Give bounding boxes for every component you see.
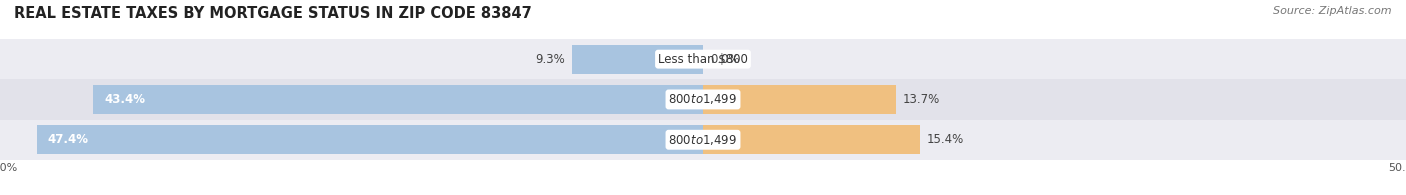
Text: REAL ESTATE TAXES BY MORTGAGE STATUS IN ZIP CODE 83847: REAL ESTATE TAXES BY MORTGAGE STATUS IN … — [14, 6, 531, 21]
Bar — [0, 39, 1406, 79]
Bar — [0, 79, 1406, 120]
Bar — [93, 85, 703, 114]
Text: Less than $800: Less than $800 — [658, 53, 748, 66]
Text: 15.4%: 15.4% — [927, 133, 963, 146]
Text: 9.3%: 9.3% — [536, 53, 565, 66]
Text: 0.0%: 0.0% — [710, 53, 740, 66]
Text: Source: ZipAtlas.com: Source: ZipAtlas.com — [1274, 6, 1392, 16]
Bar — [703, 85, 896, 114]
Text: 47.4%: 47.4% — [48, 133, 89, 146]
Text: 43.4%: 43.4% — [104, 93, 145, 106]
Text: $800 to $1,499: $800 to $1,499 — [668, 92, 738, 106]
Bar — [37, 125, 703, 154]
Bar — [0, 120, 1406, 160]
Text: $800 to $1,499: $800 to $1,499 — [668, 133, 738, 147]
Bar — [703, 125, 920, 154]
Bar — [572, 45, 703, 74]
Text: 13.7%: 13.7% — [903, 93, 939, 106]
